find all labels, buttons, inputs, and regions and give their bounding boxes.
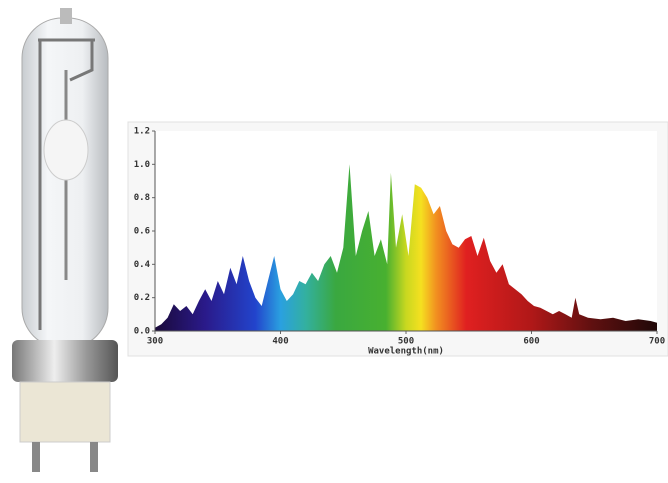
y-tick-label: 0.4: [134, 260, 151, 270]
x-tick-label: 700: [649, 337, 665, 347]
spectrum-area: [155, 164, 657, 331]
y-tick-label: 0.2: [134, 293, 150, 303]
lamp-illustration: [12, 8, 118, 472]
x-tick-label: 300: [147, 337, 163, 347]
y-tick-label: 0.8: [134, 193, 150, 203]
y-tick-label: 1.0: [134, 160, 150, 170]
y-tick-label: 1.2: [134, 127, 150, 137]
x-tick-label: 400: [272, 337, 288, 347]
y-tick-label: 0.0: [134, 327, 150, 337]
x-tick-label: 500: [398, 337, 414, 347]
x-axis-label: Wavelength(nm): [368, 347, 444, 357]
x-tick-label: 600: [523, 337, 539, 347]
y-tick-label: 0.6: [134, 227, 150, 237]
